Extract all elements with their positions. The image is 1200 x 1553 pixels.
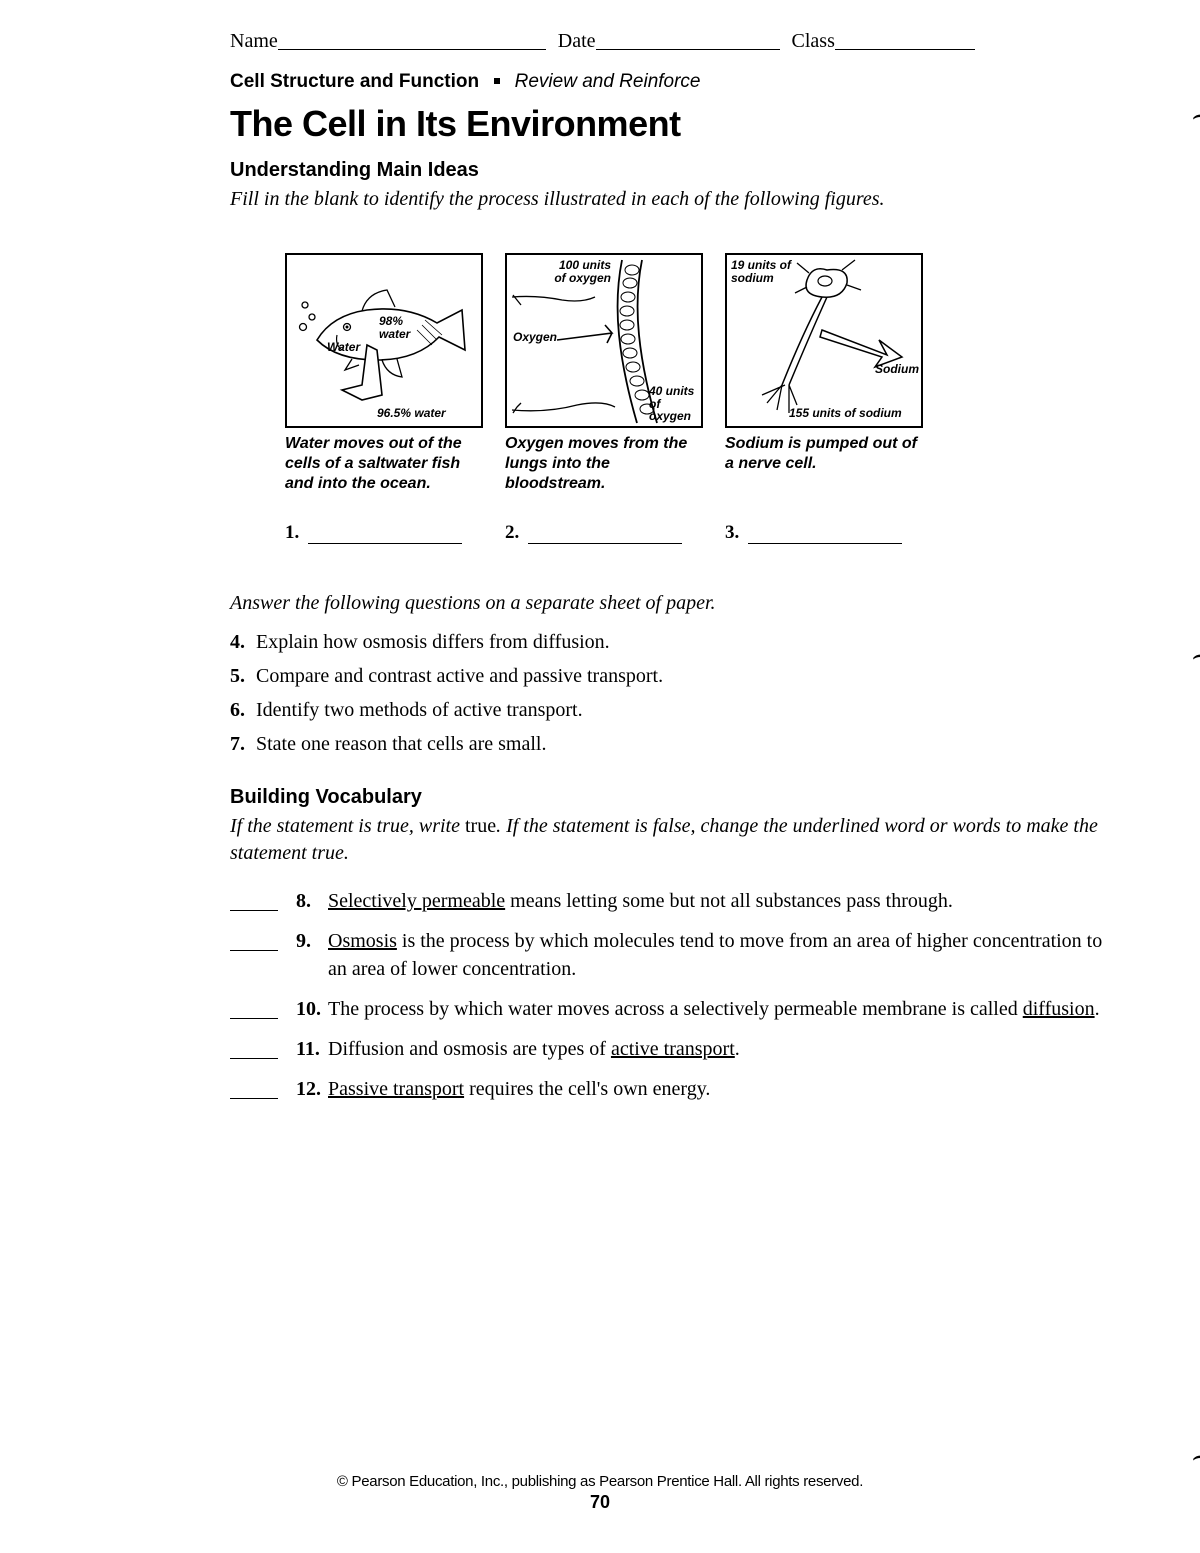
name-label: Name	[230, 30, 278, 53]
separator-dot	[494, 78, 500, 84]
answer-3-line[interactable]	[748, 527, 902, 544]
chapter-subtitle: Review and Reinforce	[515, 71, 701, 92]
header-fields: Name Date Class	[230, 30, 1120, 53]
q4-num: 4.	[230, 629, 256, 656]
vocab-8-blank[interactable]	[230, 891, 278, 911]
chapter-title: Cell Structure and Function	[230, 71, 479, 92]
vocab-12-text: Passive transport requires the cell's ow…	[328, 1075, 1120, 1103]
question-list: 4. Explain how osmosis differs from diff…	[230, 629, 1120, 758]
chapter-line: Cell Structure and Function Review and R…	[230, 71, 1120, 93]
figure-1: 98% water Water 96.5% water Water moves …	[285, 253, 483, 494]
vocab-10-num: 10.	[296, 995, 328, 1023]
figure-1-caption: Water moves out of the cells of a saltwa…	[285, 434, 483, 494]
section1-heading: Understanding Main Ideas	[230, 159, 1120, 182]
vocab-9-num: 9.	[296, 927, 328, 983]
fig3-label-right: Sodium	[875, 363, 919, 376]
q5-text: Compare and contrast active and passive …	[256, 663, 663, 690]
footer: © Pearson Education, Inc., publishing as…	[0, 1473, 1200, 1513]
answer-1-line[interactable]	[308, 527, 462, 544]
q7-num: 7.	[230, 731, 256, 758]
vocab-10-text: The process by which water moves across …	[328, 995, 1120, 1023]
fig2-label-mid: Oxygen	[513, 331, 557, 344]
figure-3: 19 units of sodium Sodium 155 units of s…	[725, 253, 923, 494]
q6-text: Identify two methods of active transport…	[256, 697, 583, 724]
page-title: The Cell in Its Environment	[230, 103, 1120, 145]
vocab-11: 11. Diffusion and osmosis are types of a…	[230, 1035, 1120, 1063]
vocab-9: 9. Osmosis is the process by which molec…	[230, 927, 1120, 983]
class-input-line[interactable]	[835, 30, 975, 50]
vocab-8: 8. Selectively permeable means letting s…	[230, 887, 1120, 915]
figure-2: 100 units of oxygen Oxygen 40 units of o…	[505, 253, 703, 494]
figure-2-caption: Oxygen moves from the lungs into the blo…	[505, 434, 703, 494]
answer-3-num: 3.	[725, 522, 739, 543]
section2-instruction: If the statement is true, write true. If…	[230, 813, 1120, 867]
vocab-8-text: Selectively permeable means letting some…	[328, 887, 1120, 915]
section1-instruction: Fill in the blank to identify the proces…	[230, 186, 1120, 213]
q5-num: 5.	[230, 663, 256, 690]
q6-num: 6.	[230, 697, 256, 724]
answer-1-num: 1.	[285, 522, 299, 543]
question-6: 6. Identify two methods of active transp…	[230, 697, 1120, 724]
answer-3: 3.	[725, 522, 923, 544]
fig2-label-top: 100 units of oxygen	[549, 259, 611, 284]
section2-heading: Building Vocabulary	[230, 786, 1120, 809]
figures-row: 98% water Water 96.5% water Water moves …	[285, 253, 1120, 494]
fish-diagram-icon	[287, 255, 483, 428]
answer-1: 1.	[285, 522, 483, 544]
vocab-12-blank[interactable]	[230, 1079, 278, 1099]
vocab-11-blank[interactable]	[230, 1039, 278, 1059]
vocab-11-text: Diffusion and osmosis are types of activ…	[328, 1035, 1120, 1063]
answer-2-line[interactable]	[528, 527, 682, 544]
answer-blanks-row: 1. 2. 3.	[285, 522, 1120, 544]
vocab-9-blank[interactable]	[230, 931, 278, 951]
vocab-9-text: Osmosis is the process by which molecule…	[328, 927, 1120, 983]
fig3-label-top: 19 units of sodium	[731, 259, 791, 284]
fig1-label-water: Water	[327, 341, 360, 354]
q4-text: Explain how osmosis differs from diffusi…	[256, 629, 610, 656]
vocab-10: 10. The process by which water moves acr…	[230, 995, 1120, 1023]
date-label: Date	[558, 30, 596, 53]
figure-3-caption: Sodium is pumped out of a nerve cell.	[725, 434, 923, 474]
class-label: Class	[792, 30, 835, 53]
vocab-8-num: 8.	[296, 887, 328, 915]
fig3-label-bottom: 155 units of sodium	[789, 407, 902, 420]
q7-text: State one reason that cells are small.	[256, 731, 546, 758]
vocab-11-num: 11.	[296, 1035, 328, 1063]
name-input-line[interactable]	[278, 30, 546, 50]
question-7: 7. State one reason that cells are small…	[230, 731, 1120, 758]
figure-1-box: 98% water Water 96.5% water	[285, 253, 483, 428]
question-5: 5. Compare and contrast active and passi…	[230, 663, 1120, 690]
vocab-list: 8. Selectively permeable means letting s…	[230, 887, 1120, 1103]
copyright-text: © Pearson Education, Inc., publishing as…	[0, 1473, 1200, 1490]
worksheet-page: ⌢ ⌢ ⌢ Name Date Class Cell Structure and…	[0, 0, 1200, 1553]
answer-2: 2.	[505, 522, 703, 544]
vocab-12-num: 12.	[296, 1075, 328, 1103]
vocab-10-blank[interactable]	[230, 999, 278, 1019]
fig1-label-inside: 98% water	[379, 315, 419, 340]
vocab-12: 12. Passive transport requires the cell'…	[230, 1075, 1120, 1103]
date-input-line[interactable]	[596, 30, 780, 50]
question-4: 4. Explain how osmosis differs from diff…	[230, 629, 1120, 656]
page-number: 70	[0, 1492, 1200, 1513]
questions-instruction: Answer the following questions on a sepa…	[230, 592, 1120, 615]
fig2-label-bottom: 40 units of oxygen	[649, 385, 703, 423]
answer-2-num: 2.	[505, 522, 519, 543]
figure-3-box: 19 units of sodium Sodium 155 units of s…	[725, 253, 923, 428]
figure-2-box: 100 units of oxygen Oxygen 40 units of o…	[505, 253, 703, 428]
fig1-label-outside: 96.5% water	[377, 407, 446, 420]
